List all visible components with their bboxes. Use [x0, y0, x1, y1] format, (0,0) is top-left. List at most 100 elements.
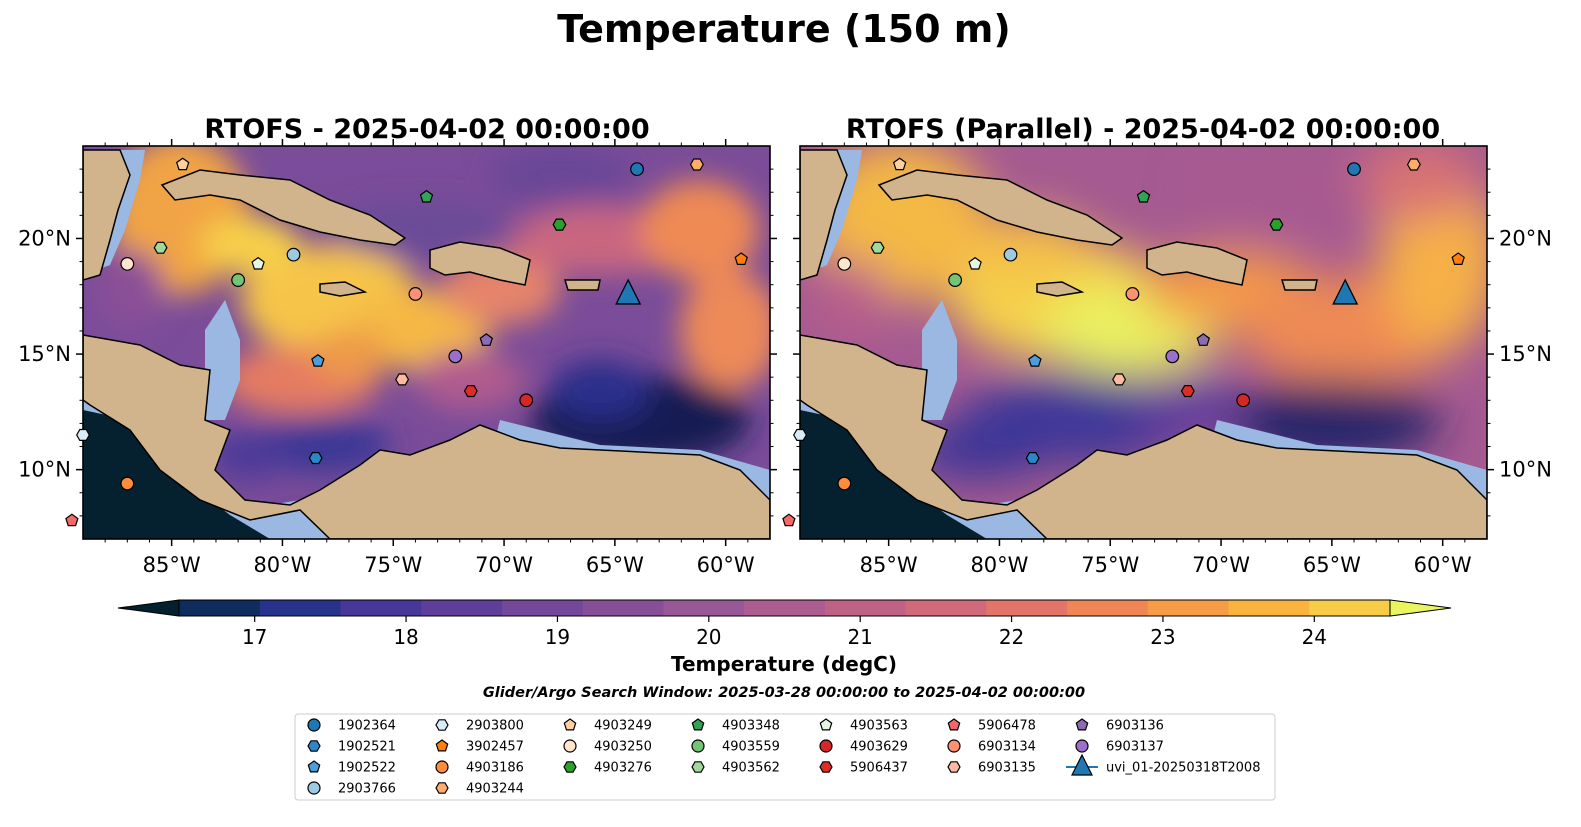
colorbar-tick-label: 22 [999, 625, 1024, 649]
platform-marker-4903244 [689, 158, 704, 171]
colorbar-max-extend [1389, 599, 1452, 617]
platform-marker-3902457 [734, 252, 748, 265]
legend: 1902364 1902521 1902522 2903766 2903800 39024… [294, 713, 1276, 801]
platform-marker-6903135 [395, 373, 410, 386]
colorbar-swatch [986, 600, 1068, 616]
platform-marker-1902364 [630, 162, 644, 177]
colorbar-swatch [1309, 600, 1391, 616]
platform-marker-4903563 [251, 256, 265, 270]
y-tick-label: 10°N [18, 458, 71, 482]
platform-marker-4903562 [153, 241, 168, 254]
figure-title: Temperature (150 m) [557, 7, 1010, 51]
legend-marker [947, 739, 961, 753]
legend-label: 4903250 [594, 740, 652, 755]
platform-marker-2903766 [286, 247, 301, 262]
legend-marker [1075, 739, 1089, 753]
legend-entry: 4903563 [819, 718, 908, 734]
legend-label: 4903186 [466, 761, 524, 776]
legend-frame [294, 713, 1276, 801]
legend-marker [691, 761, 705, 773]
legend-label: 4903563 [850, 719, 908, 734]
platform-marker-4903559 [948, 273, 963, 287]
x-tick-label: 65°W [1303, 553, 1361, 577]
legend-entry: 4903250 [563, 739, 652, 755]
x-tick-label: 80°W [253, 553, 311, 577]
colorbar-tick-label: 23 [1150, 625, 1175, 649]
legend-entry: 4903559 [691, 739, 780, 755]
platforms-rtofs-parallel [782, 157, 1465, 527]
platform-marker-4903629 [1236, 393, 1251, 408]
platform-marker-5906437 [463, 385, 478, 398]
legend-marker [307, 740, 321, 752]
colorbar-tick-label: 21 [847, 625, 872, 649]
legend-label: 6903136 [1106, 719, 1164, 734]
legend-entry: 6903136 [1075, 718, 1164, 734]
legend-triangle-marker [1071, 753, 1093, 776]
platform-marker-4903348 [419, 189, 434, 203]
platform-marker-6903137 [1165, 349, 1180, 364]
platform-marker-6903134 [408, 287, 423, 301]
platform-marker-4903244 [1406, 158, 1421, 171]
map-panel-rtofs: RTOFS - 2025-04-02 00:00:00 [18, 114, 777, 577]
legend-entry: 6903134 [947, 739, 1036, 755]
colorbar-swatch [501, 600, 584, 616]
platform-marker-6903136 [1196, 333, 1211, 346]
legend-marker [563, 761, 577, 773]
legend-marker [819, 718, 833, 731]
legend-marker [435, 760, 449, 774]
platform-marker-4903562 [870, 241, 885, 254]
legend-entry: 2903800 [435, 719, 524, 734]
x-tick-label: 65°W [586, 553, 644, 577]
legend-marker [947, 718, 961, 731]
platform-marker-4903186 [120, 476, 135, 491]
legend-marker [947, 761, 961, 773]
x-tick-label: 60°W [697, 553, 755, 577]
platform-marker-4903559 [231, 273, 246, 287]
platform-marker-6903134 [1125, 287, 1140, 301]
legend-label: uvi_01-20250318T2008 [1106, 761, 1260, 776]
y-tick-label: 10°N [1499, 458, 1552, 482]
colorbar-swatch [824, 600, 907, 616]
colorbar-tick-label: 17 [242, 625, 267, 649]
colorbar-swatch [1067, 600, 1149, 616]
glider-marker [1332, 278, 1359, 305]
deep-pacific-rtofs [83, 410, 270, 539]
legend-entry: 5906437 [819, 761, 908, 776]
y-tick-label: 20°N [18, 226, 71, 250]
y-tick-label: 20°N [1499, 226, 1552, 250]
legend-marker [691, 739, 705, 753]
colorbar-swatch [905, 600, 987, 616]
legend-marker [563, 718, 577, 731]
legend-label: 1902521 [338, 740, 396, 755]
legend-label: 1902522 [338, 761, 396, 776]
legend-marker [307, 718, 321, 732]
legend-label: 6903135 [978, 761, 1036, 776]
legend-entry: 3902457 [435, 739, 524, 755]
legend-entry: 4903276 [563, 761, 652, 776]
colorbar-swatch [744, 600, 826, 616]
legend-marker [435, 719, 449, 731]
glider-marker [615, 278, 642, 305]
legend-label: 4903629 [850, 740, 908, 755]
legend-label: 2903800 [466, 719, 524, 734]
platform-marker-3902457 [1451, 252, 1465, 265]
colorbar-tick-label: 18 [393, 625, 418, 649]
map-frame-rtofs [82, 145, 771, 540]
colorbar-swatch [1147, 600, 1230, 616]
legend-marker [691, 718, 705, 731]
x-tick-label: 85°W [860, 553, 918, 577]
land-rtofs [83, 149, 770, 539]
colorbar: 17 18 19 20 21 22 23 24 Temperature (degC) [117, 599, 1452, 676]
legend-entry: 5906478 [947, 718, 1036, 734]
platform-marker-1902364 [1347, 162, 1361, 177]
platform-marker-2903800 [76, 428, 90, 441]
platform-marker-6903136 [479, 333, 494, 346]
legend-entries: 1902364 1902521 1902522 2903766 2903800 39024… [307, 718, 1260, 797]
platform-marker-5906478 [65, 513, 79, 527]
legend-marker [435, 739, 449, 752]
legend-marker [307, 781, 321, 795]
platform-marker-4903186 [837, 476, 852, 491]
legend-label: 4903559 [722, 740, 780, 755]
legend-label: 1902364 [338, 719, 396, 734]
platform-marker-1902522 [1028, 353, 1042, 367]
